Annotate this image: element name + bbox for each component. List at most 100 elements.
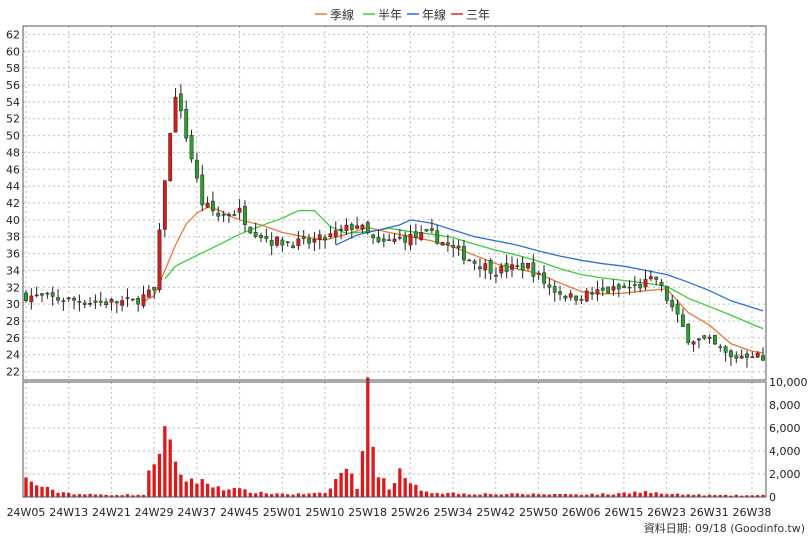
candle-body xyxy=(317,234,322,240)
volume-bar xyxy=(713,495,717,497)
volume-bar xyxy=(24,477,28,497)
volume-bar xyxy=(339,472,343,497)
candle-body xyxy=(718,346,723,349)
volume-bar xyxy=(275,493,279,497)
x-tick-label: 26W23 xyxy=(647,506,686,519)
candle-body xyxy=(734,355,739,359)
volume-bar xyxy=(595,494,600,497)
volume-bar xyxy=(510,493,514,497)
volume-bar xyxy=(296,493,301,497)
candle-body xyxy=(371,234,376,239)
candle-body xyxy=(387,239,392,241)
candle-body xyxy=(643,279,648,288)
candle-body xyxy=(606,286,611,294)
volume-bar xyxy=(729,495,733,497)
candle-body xyxy=(45,292,50,295)
candle-body xyxy=(237,207,242,213)
candle-body xyxy=(745,353,749,358)
candle-body xyxy=(344,224,349,231)
candle-body xyxy=(82,302,87,305)
volume-bar xyxy=(633,491,637,497)
volume-tick-label: 6,000 xyxy=(769,422,801,435)
candle-body xyxy=(168,133,173,181)
volume-bar xyxy=(414,484,418,497)
candle-body xyxy=(542,272,546,284)
x-tick-label: 24W13 xyxy=(49,506,88,519)
volume-bar xyxy=(211,487,215,497)
volume-bar xyxy=(221,490,226,497)
candle-body xyxy=(510,264,514,270)
candle-body xyxy=(211,200,215,212)
candle-body xyxy=(504,263,509,272)
candle-body xyxy=(376,236,381,243)
volume-panel-frame xyxy=(22,381,767,498)
x-tick-label: 25W50 xyxy=(519,506,558,519)
x-tick-label: 26W31 xyxy=(690,506,729,519)
x-tick-label: 25W01 xyxy=(263,506,302,519)
volume-bar xyxy=(109,495,114,497)
candle-body xyxy=(365,222,370,233)
volume-bar xyxy=(216,486,220,497)
candle-body xyxy=(584,290,589,302)
volume-bar xyxy=(681,494,685,497)
volume-bar xyxy=(408,483,413,497)
candle-body xyxy=(568,293,573,298)
candle-body xyxy=(494,274,498,277)
volume-bar xyxy=(761,494,765,497)
volume-bar xyxy=(585,494,589,497)
candle-body xyxy=(77,301,82,303)
candle-body xyxy=(152,286,157,291)
candle-body xyxy=(445,242,450,245)
candle-body xyxy=(413,231,418,238)
price-panel-frame xyxy=(22,25,767,381)
candle-body xyxy=(723,346,728,353)
volume-bar xyxy=(157,453,162,497)
volume-tick-label: 8,000 xyxy=(769,399,801,412)
volume-bar xyxy=(456,494,461,497)
volume-bar xyxy=(472,494,477,497)
candle-body xyxy=(34,294,39,297)
volume-bar xyxy=(601,493,605,497)
candle-body xyxy=(221,214,226,216)
candle-body xyxy=(259,234,263,238)
volume-bar xyxy=(264,493,268,497)
volume-bar xyxy=(392,483,397,497)
volume-bar xyxy=(569,494,573,497)
candle-body xyxy=(462,246,466,261)
candle-body xyxy=(216,212,221,217)
volume-bar xyxy=(515,493,519,497)
volume-bar xyxy=(286,494,290,497)
candle-body xyxy=(739,355,744,359)
x-tick-label: 25W34 xyxy=(434,506,473,519)
volume-bar xyxy=(312,493,317,497)
candle-body xyxy=(194,159,199,179)
volume-bar xyxy=(440,493,445,497)
price-tick-label: 46 xyxy=(6,163,20,176)
x-tick-label: 24W21 xyxy=(92,506,131,519)
volume-bar xyxy=(270,494,274,497)
volume-bar xyxy=(179,474,183,497)
volume-bar xyxy=(200,479,204,497)
candle-body xyxy=(285,241,290,244)
volume-bar xyxy=(141,494,146,497)
volume-bar xyxy=(104,494,108,497)
candle-body xyxy=(104,301,109,306)
candle-body xyxy=(56,297,60,301)
candle-body xyxy=(675,303,680,315)
candle-body xyxy=(125,297,130,299)
candle-body xyxy=(574,295,578,301)
candle-body xyxy=(632,284,637,286)
x-tick-label: 25W42 xyxy=(476,506,515,519)
volume-bar xyxy=(382,478,386,497)
volume-bar xyxy=(120,495,124,497)
volume-bar xyxy=(45,486,50,497)
volume-bar xyxy=(606,494,610,497)
volume-bar xyxy=(189,478,194,497)
volume-bar xyxy=(334,478,338,497)
candle-body xyxy=(130,298,135,301)
candle-body xyxy=(269,240,274,246)
volume-bar xyxy=(253,493,258,497)
volume-bar xyxy=(702,495,706,497)
volume-bar xyxy=(697,494,701,497)
volume-bar xyxy=(173,461,178,497)
